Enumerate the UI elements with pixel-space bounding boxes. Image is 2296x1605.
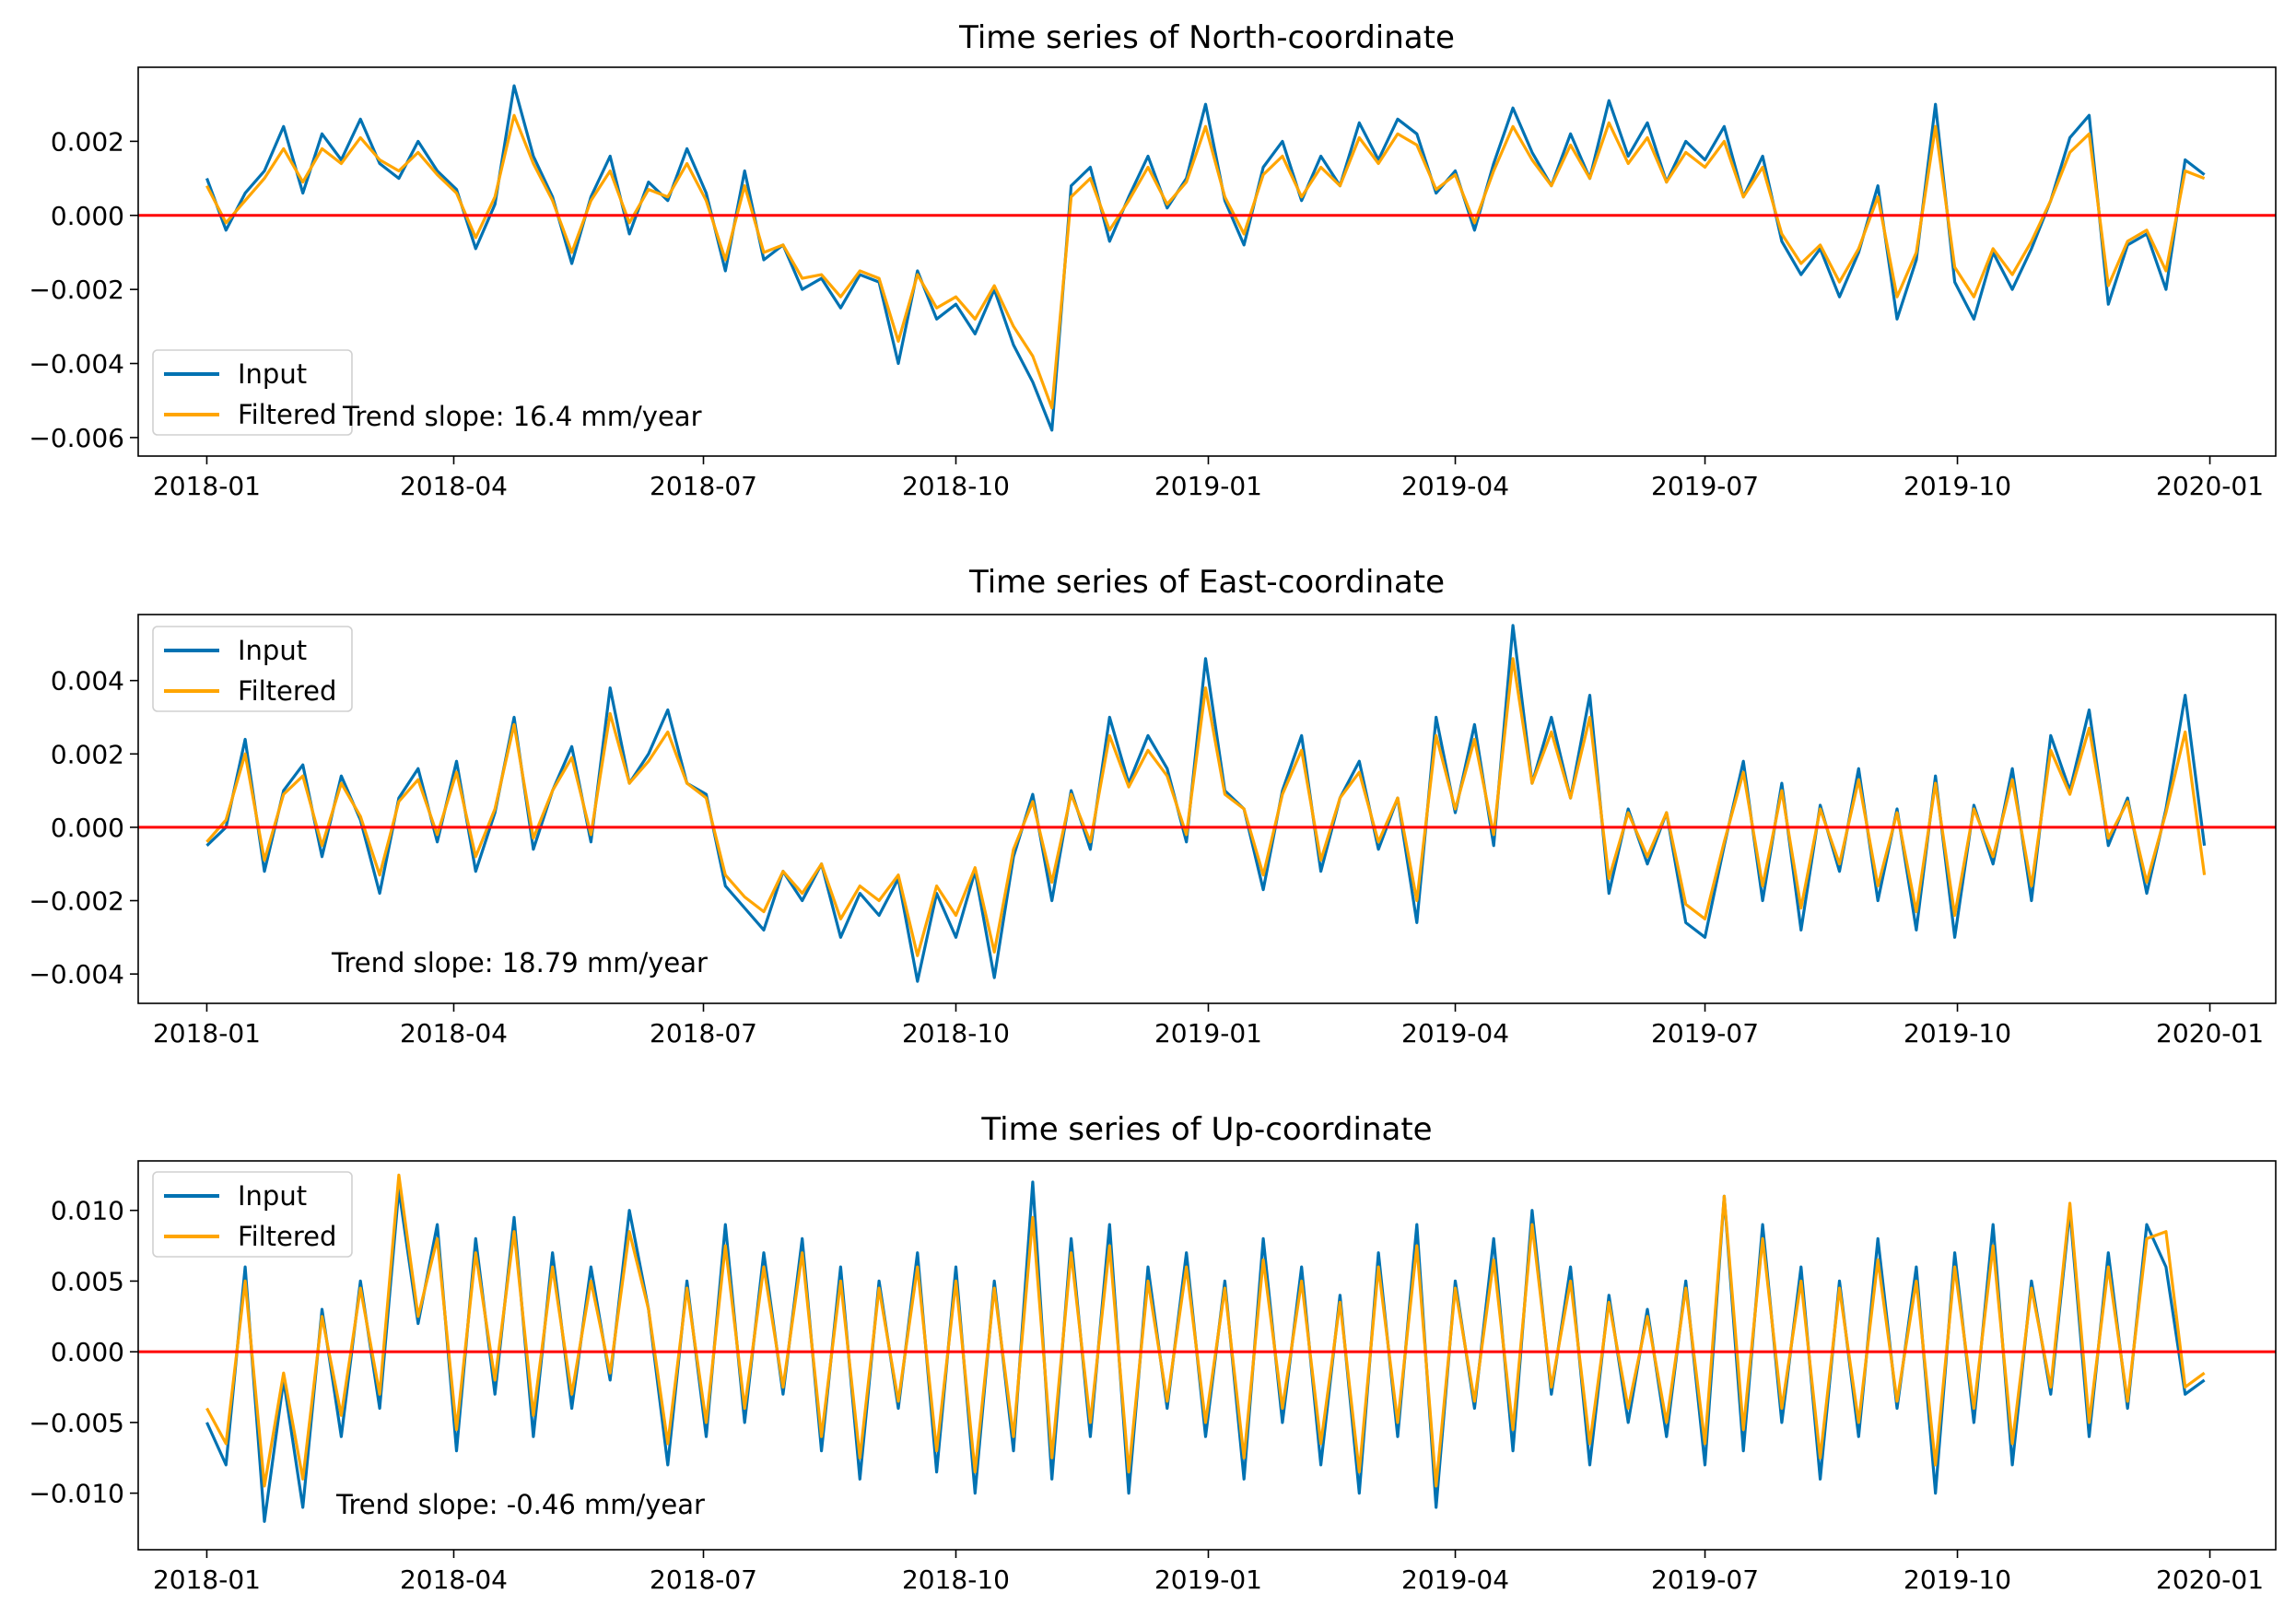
legend: Input Filtered bbox=[152, 349, 353, 436]
x-tick-label: 2019-10 bbox=[1904, 471, 2011, 501]
axes-frame bbox=[137, 614, 2277, 1004]
y-tick-label: 0.002 bbox=[51, 126, 124, 157]
panel-1: Time series of North-coordinate −0.006 −0.… bbox=[29, 19, 2277, 501]
series-line-input bbox=[205, 84, 2206, 432]
x-tick-label: 2020-01 bbox=[2156, 1564, 2264, 1595]
panel-2: Time series of East-coordinate −0.004 −0.0… bbox=[29, 564, 2277, 1049]
chart-title: Time series of Up-coordinate bbox=[980, 1111, 1432, 1148]
axes-frame bbox=[137, 1160, 2277, 1551]
y-tick-label: 0.000 bbox=[51, 1337, 124, 1367]
x-tick-label: 2019-01 bbox=[1154, 1018, 1262, 1049]
trend-slope-annotation: Trend slope: -0.46 mm/year bbox=[335, 1489, 705, 1520]
legend-label-filtered: Filtered bbox=[238, 675, 336, 707]
x-tick-label: 2018-01 bbox=[153, 1564, 261, 1595]
legend-label-filtered: Filtered bbox=[238, 399, 336, 430]
x-tick-label: 2019-07 bbox=[1651, 1018, 1759, 1049]
y-tick-label: −0.002 bbox=[29, 275, 124, 305]
y-tick-label: −0.006 bbox=[29, 423, 124, 453]
x-tick-label: 2018-10 bbox=[902, 1564, 1010, 1595]
x-tick-label: 2019-10 bbox=[1904, 1564, 2011, 1595]
trend-slope-annotation: Trend slope: 18.79 mm/year bbox=[331, 947, 708, 978]
x-tick-label: 2020-01 bbox=[2156, 471, 2264, 501]
x-tick-label: 2020-01 bbox=[2156, 1018, 2264, 1049]
x-tick-label: 2018-07 bbox=[650, 1564, 757, 1595]
y-tick-label: −0.010 bbox=[29, 1479, 124, 1509]
x-tick-label: 2018-01 bbox=[153, 1018, 261, 1049]
panel-3: Time series of Up-coordinate −0.010 −0.005… bbox=[29, 1111, 2277, 1595]
y-tick-label: −0.004 bbox=[29, 349, 124, 380]
y-tick-label: 0.004 bbox=[51, 666, 124, 697]
y-tick-label: −0.002 bbox=[29, 886, 124, 917]
y-tick-label: 0.000 bbox=[51, 201, 124, 231]
series-line-filtered bbox=[205, 657, 2207, 957]
x-tick-label: 2019-07 bbox=[1651, 1564, 1759, 1595]
y-tick-label: 0.005 bbox=[51, 1266, 124, 1296]
y-tick-label: 0.010 bbox=[51, 1196, 124, 1226]
chart-title: Time series of North-coordinate bbox=[958, 19, 1455, 56]
x-tick-label: 2018-10 bbox=[902, 1018, 1010, 1049]
x-tick-label: 2019-10 bbox=[1904, 1018, 2011, 1049]
x-tick-label: 2018-10 bbox=[902, 471, 1010, 501]
legend-label-filtered: Filtered bbox=[238, 1221, 336, 1252]
x-tick-label: 2018-04 bbox=[400, 1564, 508, 1595]
x-tick-label: 2019-04 bbox=[1401, 471, 1509, 501]
legend-label-input: Input bbox=[238, 635, 307, 666]
x-tick-label: 2018-04 bbox=[400, 471, 508, 501]
x-tick-label: 2019-07 bbox=[1651, 471, 1759, 501]
x-tick-label: 2018-04 bbox=[400, 1018, 508, 1049]
x-tick-label: 2018-01 bbox=[153, 471, 261, 501]
x-tick-label: 2019-04 bbox=[1401, 1018, 1509, 1049]
x-tick-label: 2019-01 bbox=[1154, 471, 1262, 501]
trend-slope-annotation: Trend slope: 16.4 mm/year bbox=[342, 401, 702, 432]
legend-label-input: Input bbox=[238, 358, 307, 390]
x-tick-label: 2018-07 bbox=[650, 1018, 757, 1049]
legend-label-input: Input bbox=[238, 1180, 307, 1212]
chart-title: Time series of East-coordinate bbox=[968, 564, 1445, 601]
x-tick-label: 2018-07 bbox=[650, 471, 757, 501]
legend: Input Filtered bbox=[152, 626, 353, 712]
series-line-filtered bbox=[205, 1173, 2206, 1488]
x-tick-label: 2019-04 bbox=[1401, 1564, 1509, 1595]
y-tick-label: 0.000 bbox=[51, 813, 124, 843]
legend: Input Filtered bbox=[152, 1171, 353, 1258]
axes-frame bbox=[137, 66, 2277, 457]
x-tick-label: 2019-01 bbox=[1154, 1564, 1262, 1595]
y-tick-label: −0.005 bbox=[29, 1408, 124, 1438]
y-tick-label: −0.004 bbox=[29, 959, 124, 990]
y-tick-label: 0.002 bbox=[51, 739, 124, 769]
